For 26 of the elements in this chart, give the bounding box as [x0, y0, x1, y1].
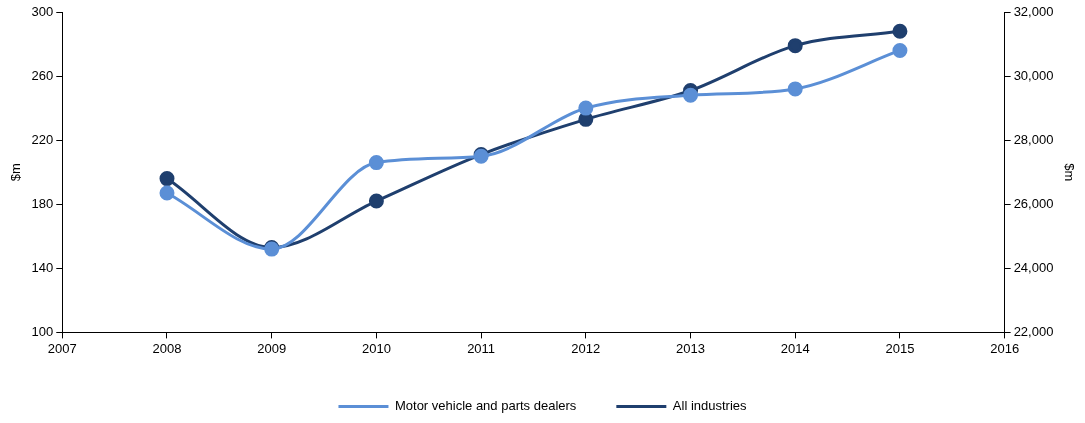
x-tick-label: 2011 — [467, 340, 496, 356]
legend-label: Motor vehicle and parts dealers — [394, 398, 577, 414]
y2-tick-label: 26,000 — [1013, 195, 1054, 211]
x-tick-label: 2007 — [47, 340, 77, 356]
y2-tick-label: 24,000 — [1013, 259, 1054, 275]
y-tick-label: 140 — [31, 259, 54, 275]
y2-tick-label: 28,000 — [1013, 131, 1054, 147]
y-tick-label: 180 — [31, 195, 54, 211]
y-tick-label: 100 — [31, 323, 54, 339]
legend-label: All industries — [672, 398, 748, 414]
x-tick-label: 2014 — [780, 340, 810, 356]
y2-axis-title: $m — [1061, 163, 1077, 182]
x-tick-label: 2016 — [990, 340, 1020, 356]
y-tick-label: 260 — [31, 67, 54, 83]
y-axis-title: $m — [8, 163, 24, 182]
y2-tick-label: 22,000 — [1013, 323, 1054, 339]
x-tick-label: 2008 — [152, 340, 182, 356]
y2-tick-label: 30,000 — [1013, 67, 1054, 83]
y2-tick-label: 32,000 — [1013, 3, 1054, 19]
y-tick-label: 300 — [31, 3, 54, 19]
x-tick-label: 2013 — [676, 340, 705, 356]
x-tick-label: 2010 — [361, 340, 391, 356]
x-tick-label: 2012 — [571, 340, 601, 356]
x-tick-label: 2009 — [257, 340, 287, 356]
y-tick-label: 220 — [31, 131, 54, 147]
x-tick-label: 2015 — [885, 340, 915, 356]
